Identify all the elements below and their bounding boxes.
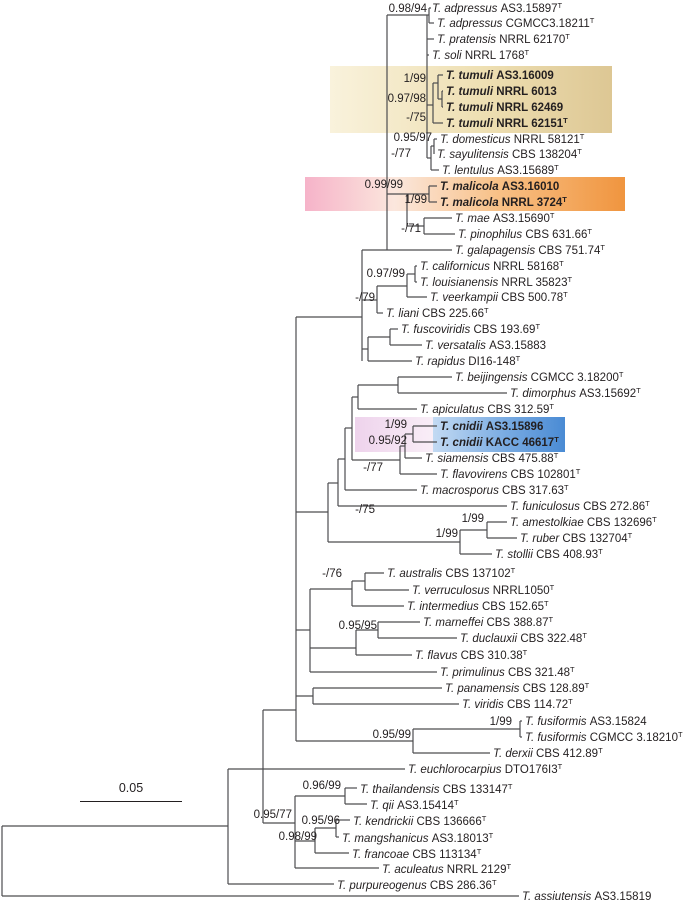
taxon-label: T. flavus CBS 310.38T [415,648,528,662]
taxon-label: T. lentulus AS3.15689T [442,163,559,177]
support-value: 0.98/99 [279,831,317,843]
taxon-label: T. stollii CBS 408.93T [495,547,603,561]
taxon-label: T. flavovirens CBS 102801T [440,467,581,481]
taxon-label: T. cnidii AS3.15896 [440,421,543,433]
taxon-label: T. marneffei CBS 388.87T [423,615,554,629]
tree-branches [1,7,522,897]
taxon-label: T. primulinus CBS 321.48T [440,665,575,679]
taxon-label: T. francoae CBS 113134T [352,847,482,861]
taxon-label: T. liani CBS 225.66T [386,306,489,320]
support-value: 0.97/98 [388,93,426,105]
support-value: -/75 [355,504,375,516]
support-value: 0.95/97 [394,132,432,144]
support-value: 1/99 [404,73,426,85]
taxon-label: T. dimorphus AS3.15692T [510,386,641,400]
taxon-label: T. qii AS3.15414T [370,798,459,812]
taxon-label: T. ruber CBS 132704T [520,531,633,545]
taxon-label: T. adpressus CGMCC3.18211T [437,16,595,30]
scale-bar-label: 0.05 [118,781,144,795]
support-value: 0.95/96 [302,815,340,827]
taxon-label: T. tumuli NRRL 62469 [446,102,563,114]
support-value: -/75 [406,112,426,124]
taxon-label: T. assiutensis AS3.15819 [522,891,651,903]
support-value: 0.95/95 [339,620,377,632]
taxon-label: T. purpureogenus CBS 286.36T [337,878,497,892]
highlight-box-hl-malicola [305,177,625,211]
taxon-label: T. australis CBS 137102T [387,566,516,580]
highlight-box-hl-tumuli [330,66,612,133]
support-value: 0.96/99 [303,780,341,792]
taxon-label: T. panamensis CBS 128.89T [445,681,590,695]
support-value: 0.99/99 [365,179,403,191]
support-value: -/79 [355,292,375,304]
support-value: 0.95/92 [369,435,407,447]
support-value: -/76 [322,568,342,580]
taxon-label: T. intermedius CBS 152.65T [407,599,549,613]
highlight-box-hl-cnidii-lavender [355,417,433,452]
taxon-label: T. viridis CBS 114.72T [462,697,573,711]
taxon-label: T. malicola NRRL 3724T [440,195,567,209]
taxon-label: T. malicola AS3.16010 [440,181,559,193]
taxon-label: T. cnidii KACC 46617T [440,435,559,449]
highlight-box-hl-cnidii-blue [433,417,565,452]
support-value: 0.95/77 [254,809,292,821]
taxon-label: T. beijingensis CGMCC 3.18200T [455,370,624,384]
taxon-label: T. fusiformis AS3.15824 [525,716,647,728]
taxon-label: T. mangshanicus AS3.18013T [342,831,494,845]
taxon-label: T. soli NRRL 1768T [432,48,529,62]
taxon-label: T. aculeatus NRRL 2129T [382,862,511,876]
taxon-label: T. fusiformis CGMCC 3.18210T [525,730,683,744]
support-value: -/71 [401,223,421,235]
taxon-label: T. tumuli AS3.16009 [446,70,554,82]
taxon-label: T. rapidus DI16-148T [415,354,521,368]
support-value: -/77 [363,462,383,474]
taxon-label: T. domesticus NRRL 58121T [440,132,585,146]
taxon-label: T. apiculatus CBS 312.59T [420,402,554,416]
support-value: 1/99 [436,528,458,540]
taxon-label: T. funiculosus CBS 272.86T [510,499,650,513]
taxon-label: T. tumuli NRRL 62151T [446,116,568,130]
taxon-label: T. adpressus AS3.15897T [432,1,563,15]
taxon-label: T. louisianensis NRRL 35823T [420,275,572,289]
taxon-label: T. thailandensis CBS 133147T [360,782,513,796]
taxon-label: T. derxii CBS 412.89T [493,746,603,760]
support-value: 1/99 [490,716,512,728]
taxon-label: T. siamensis CBS 475.88T [425,451,559,465]
taxon-label: T. veerkampii CBS 500.78T [430,290,568,304]
support-value: 1/99 [405,194,427,206]
taxon-label: T. duclauxii CBS 322.48T [460,631,587,645]
taxon-label: T. versatalis AS3.15883 [425,340,546,352]
taxon-label: T. verruculosus NRRL1050T [412,583,555,597]
taxon-label: T. pinophilus CBS 631.66T [458,227,592,241]
support-value: 1/99 [462,513,484,525]
taxon-label: T. californicus NRRL 58168T [420,259,564,273]
highlight-boxes [305,66,625,452]
scale-bar-line [80,801,182,802]
taxon-label: T. kendrickii CBS 136666T [353,814,487,828]
support-value: 0.98/94 [389,3,428,15]
support-values: 0.98/94 1/99 0.97/98 -/75 0.95/97 -/77 0.99/99… [254,3,512,843]
support-value: 0.97/99 [367,268,405,280]
taxon-label: T. euchlorocarpius DTO176I3T [408,762,563,776]
support-value: -/77 [391,148,411,160]
taxon-label: T. mae AS3.15690T [455,211,555,225]
support-value: 1/99 [385,419,407,431]
taxon-label: T. amestolkiae CBS 132696T [510,515,657,529]
taxon-label: T. sayulitensis CBS 138204T [437,147,582,161]
taxon-label: T. fuscoviridis CBS 193.69T [401,322,540,336]
taxon-label: T. pratensis NRRL 62170T [437,32,570,46]
support-value: 0.95/99 [373,729,411,741]
taxon-label: T. macrosporus CBS 317.63T [420,483,569,497]
taxon-label: T. tumuli NRRL 6013 [446,86,557,98]
taxon-label: T. galapagensis CBS 751.74T [455,243,605,257]
